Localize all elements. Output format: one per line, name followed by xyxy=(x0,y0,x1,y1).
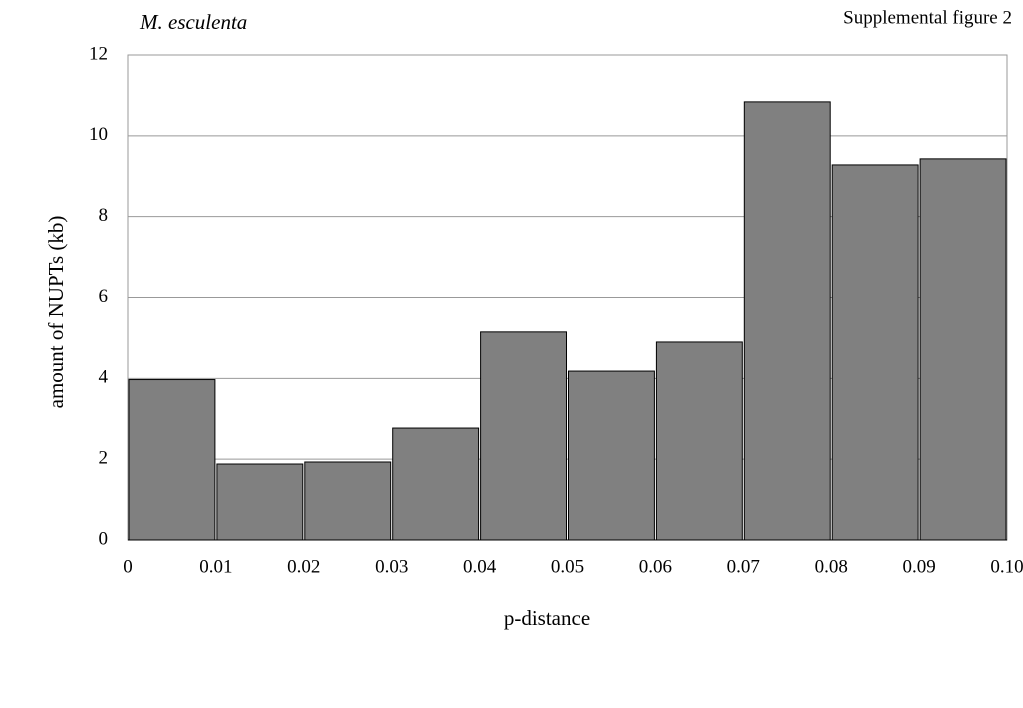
x-tick-label: 0.06 xyxy=(639,556,672,577)
chart-title: M. esculenta xyxy=(139,10,247,34)
x-tick-label: 0.07 xyxy=(727,556,760,577)
x-tick-label: 0.10 xyxy=(990,556,1023,577)
y-tick-label: 12 xyxy=(89,43,108,64)
bar xyxy=(304,461,392,541)
bar xyxy=(392,427,480,541)
bar xyxy=(919,158,1007,541)
bar xyxy=(216,463,304,541)
y-tick-label: 4 xyxy=(99,367,109,388)
y-tick-label: 6 xyxy=(99,286,109,307)
bar xyxy=(128,379,216,541)
x-tick-label: 0.04 xyxy=(463,556,497,577)
x-tick-label: 0.02 xyxy=(287,556,320,577)
y-tick-label: 8 xyxy=(99,205,109,226)
bar xyxy=(568,370,655,541)
x-tick-label: 0.09 xyxy=(902,556,935,577)
y-axis-label: amount of NUPTs (kb) xyxy=(44,216,68,409)
y-tick-label: 10 xyxy=(89,124,108,145)
figure-label: Supplemental figure 2 xyxy=(843,7,1012,28)
x-tick-label: 0.01 xyxy=(199,556,232,577)
x-axis-label: p-distance xyxy=(504,606,590,630)
x-tick-label: 0.08 xyxy=(815,556,848,577)
x-tick-label: 0.05 xyxy=(551,556,584,577)
y-tick-label: 0 xyxy=(99,528,109,549)
bar xyxy=(743,101,831,541)
y-tick-label: 2 xyxy=(99,448,109,469)
bar xyxy=(655,341,743,541)
x-tick-label: 0 xyxy=(123,556,133,577)
bar xyxy=(480,331,568,541)
bar xyxy=(831,164,919,541)
x-tick-label: 0.03 xyxy=(375,556,408,577)
